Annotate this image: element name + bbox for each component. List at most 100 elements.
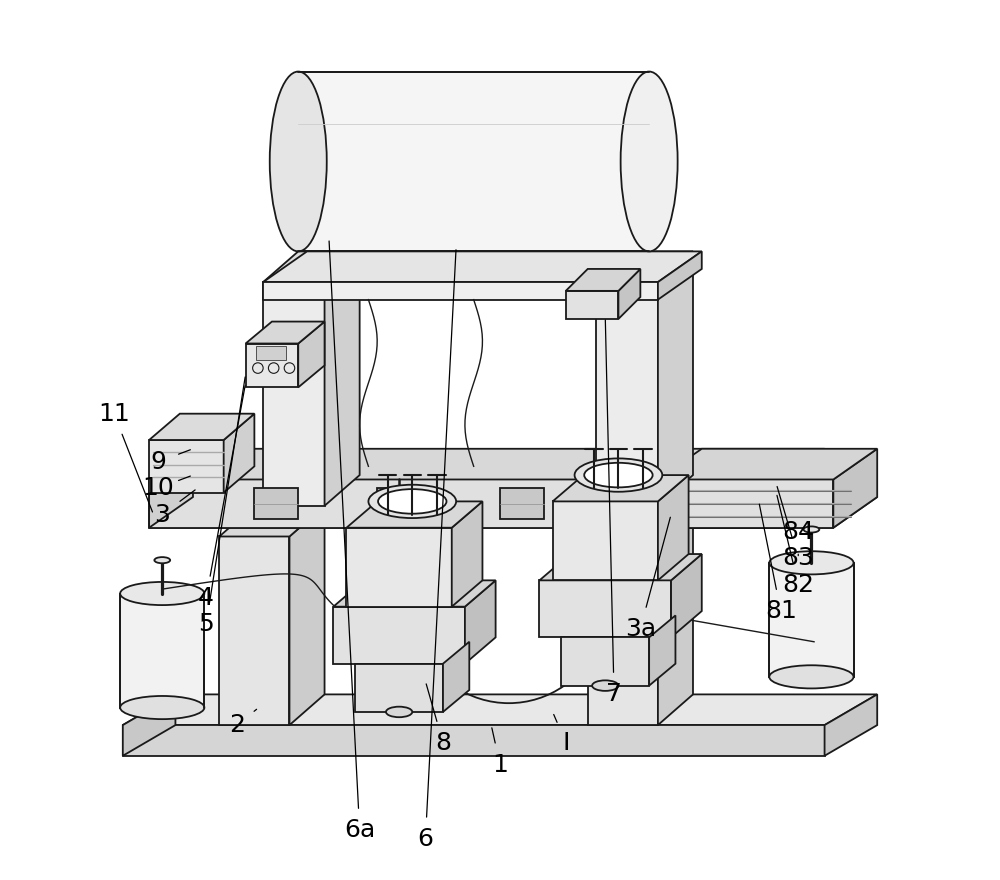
Polygon shape — [346, 502, 482, 528]
Polygon shape — [539, 554, 702, 580]
Ellipse shape — [120, 696, 204, 719]
Polygon shape — [553, 502, 658, 580]
Polygon shape — [577, 528, 630, 637]
Polygon shape — [833, 449, 877, 528]
Polygon shape — [149, 440, 224, 493]
Polygon shape — [443, 642, 469, 712]
Polygon shape — [658, 506, 693, 725]
Ellipse shape — [379, 490, 419, 504]
Polygon shape — [246, 321, 325, 343]
Polygon shape — [465, 580, 496, 664]
Polygon shape — [254, 488, 298, 519]
Polygon shape — [123, 694, 175, 756]
Polygon shape — [825, 694, 877, 756]
Text: 6a: 6a — [344, 818, 375, 842]
Polygon shape — [658, 480, 833, 528]
Polygon shape — [658, 475, 689, 580]
Polygon shape — [566, 269, 640, 291]
Polygon shape — [298, 71, 649, 252]
Polygon shape — [346, 528, 452, 606]
Polygon shape — [263, 282, 658, 300]
Polygon shape — [596, 252, 693, 282]
Ellipse shape — [575, 458, 662, 492]
Polygon shape — [452, 502, 482, 606]
Polygon shape — [289, 506, 325, 725]
Text: 5: 5 — [198, 612, 214, 636]
Polygon shape — [769, 563, 854, 677]
Polygon shape — [373, 502, 456, 528]
Polygon shape — [149, 414, 254, 440]
Ellipse shape — [592, 680, 618, 691]
Polygon shape — [671, 554, 702, 637]
Ellipse shape — [378, 489, 446, 514]
Polygon shape — [623, 488, 667, 519]
Polygon shape — [325, 252, 360, 506]
Text: 9: 9 — [150, 450, 166, 474]
Ellipse shape — [386, 707, 412, 717]
Text: 7: 7 — [606, 682, 622, 707]
Polygon shape — [781, 449, 825, 528]
Ellipse shape — [270, 71, 327, 252]
Polygon shape — [425, 502, 456, 664]
Polygon shape — [588, 506, 693, 537]
Polygon shape — [219, 506, 325, 537]
Text: 3a: 3a — [625, 617, 656, 641]
Polygon shape — [566, 291, 618, 319]
Polygon shape — [333, 580, 496, 606]
Polygon shape — [596, 282, 658, 506]
Polygon shape — [539, 580, 671, 637]
Ellipse shape — [120, 582, 204, 605]
Ellipse shape — [769, 665, 854, 688]
Text: 82: 82 — [782, 573, 814, 597]
Polygon shape — [224, 414, 254, 493]
Ellipse shape — [769, 551, 854, 575]
Polygon shape — [219, 537, 289, 725]
Ellipse shape — [584, 463, 653, 488]
Polygon shape — [658, 252, 702, 300]
Polygon shape — [553, 475, 689, 502]
Ellipse shape — [621, 71, 678, 252]
Text: 1: 1 — [492, 752, 508, 776]
Ellipse shape — [586, 473, 625, 487]
Text: 6: 6 — [417, 827, 433, 851]
Text: I: I — [562, 730, 570, 755]
Polygon shape — [561, 637, 649, 686]
Polygon shape — [649, 615, 675, 686]
Text: 10: 10 — [142, 476, 174, 500]
Polygon shape — [630, 502, 661, 637]
Polygon shape — [246, 343, 298, 387]
Polygon shape — [149, 449, 825, 480]
Polygon shape — [373, 528, 425, 664]
Polygon shape — [123, 694, 877, 725]
Polygon shape — [263, 282, 325, 506]
Polygon shape — [377, 488, 421, 519]
Text: 83: 83 — [782, 546, 814, 570]
Text: 2: 2 — [229, 713, 245, 737]
Polygon shape — [500, 488, 544, 519]
Polygon shape — [333, 606, 465, 664]
Polygon shape — [588, 537, 658, 725]
Text: 84: 84 — [782, 520, 814, 544]
Ellipse shape — [154, 557, 170, 563]
Polygon shape — [256, 346, 286, 360]
Polygon shape — [149, 497, 825, 528]
Polygon shape — [618, 269, 640, 319]
Polygon shape — [149, 480, 781, 528]
Polygon shape — [577, 502, 661, 528]
Polygon shape — [149, 449, 193, 528]
Ellipse shape — [368, 485, 456, 518]
Ellipse shape — [804, 526, 819, 532]
Polygon shape — [263, 252, 702, 282]
Polygon shape — [123, 725, 825, 756]
Text: 4: 4 — [198, 586, 214, 610]
Text: 3: 3 — [154, 502, 170, 526]
Text: 11: 11 — [98, 401, 130, 426]
Text: 81: 81 — [765, 599, 797, 623]
Polygon shape — [298, 321, 325, 387]
Text: 8: 8 — [435, 730, 451, 755]
Polygon shape — [658, 252, 693, 506]
Polygon shape — [658, 449, 877, 480]
Polygon shape — [263, 252, 360, 282]
Polygon shape — [355, 664, 443, 712]
Polygon shape — [120, 593, 204, 708]
